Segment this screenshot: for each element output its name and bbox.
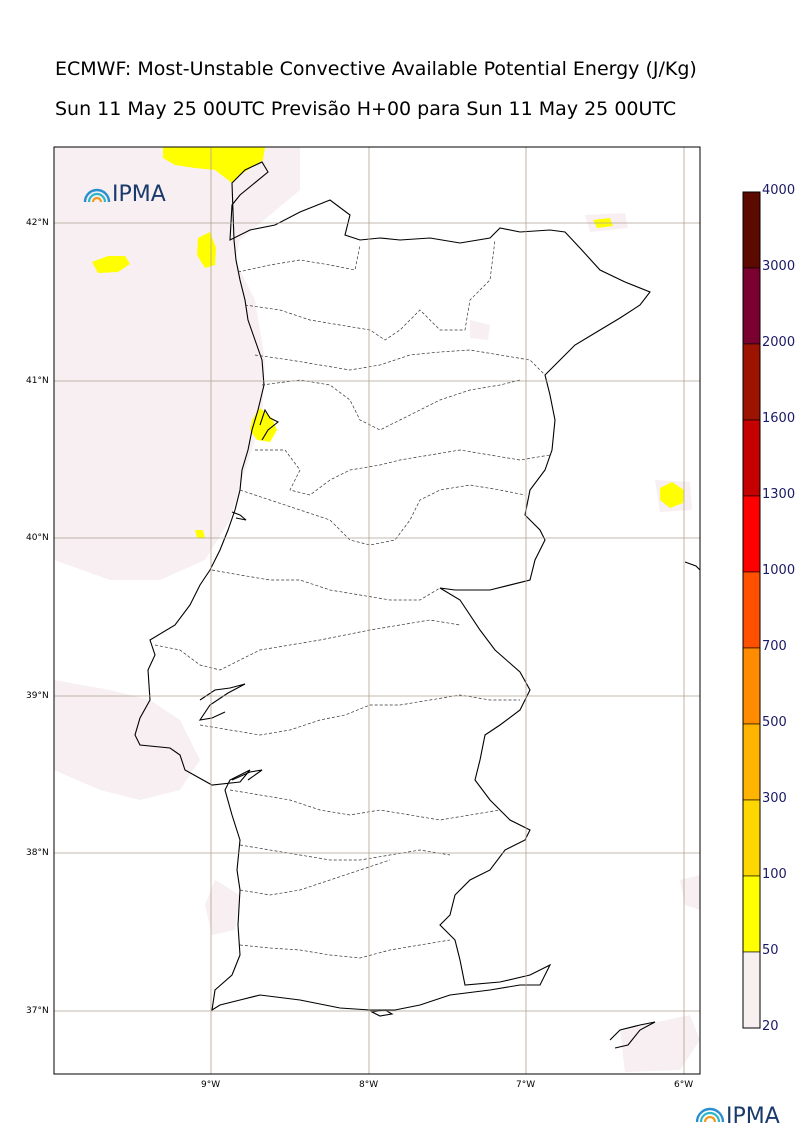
- colorbar-swatch: [742, 799, 761, 877]
- colorbar-label: 1600: [762, 411, 796, 426]
- lat-label-38: 38°N: [26, 848, 49, 858]
- lat-label-40: 40°N: [26, 533, 49, 543]
- colorbar-label: 4000: [762, 183, 796, 198]
- colorbar-swatch: [742, 267, 761, 345]
- colorbar-label: 20: [762, 1019, 779, 1034]
- map-title: ECMWF: Most-Unstable Convective Availabl…: [55, 58, 697, 80]
- lon-label-7w: 7°W: [516, 1080, 536, 1090]
- lat-label-39: 39°N: [26, 691, 49, 701]
- footer-ipma-logo-text: IPMA: [726, 1104, 780, 1129]
- colorbar-swatch: [742, 495, 761, 573]
- colorbar-label: 3000: [762, 259, 796, 274]
- lat-label-42: 42°N: [26, 218, 49, 228]
- colorbar-swatch: [742, 419, 761, 497]
- colorbar-swatch: [742, 191, 761, 269]
- colorbar-label: 1300: [762, 487, 796, 502]
- footer-ipma-logo: IPMA: [695, 1104, 780, 1129]
- colorbar-label: 50: [762, 943, 779, 958]
- lat-label-41: 41°N: [26, 376, 49, 386]
- map-subtitle: Sun 11 May 25 00UTC Previsão H+00 para S…: [55, 98, 677, 120]
- colorbar-frame: [742, 191, 761, 1029]
- lat-label-37: 37°N: [26, 1006, 49, 1016]
- colorbar-label: 1000: [762, 563, 796, 578]
- lon-label-6w: 6°W: [674, 1080, 694, 1090]
- colorbar-label: 500: [762, 715, 787, 730]
- graticule: [54, 147, 700, 1074]
- colorbar-label: 300: [762, 791, 787, 806]
- colorbar-swatch: [742, 875, 761, 953]
- ipma-logo-text: IPMA: [112, 182, 166, 207]
- colorbar-swatch: [742, 571, 761, 649]
- lon-label-9w: 9°W: [201, 1080, 221, 1090]
- lon-label-8w: 8°W: [359, 1080, 379, 1090]
- coastline: [134, 161, 651, 1012]
- colorbar-label: 100: [762, 867, 787, 882]
- ipma-logo: IPMA: [83, 182, 166, 207]
- colorbar: [742, 191, 761, 1029]
- map-frame: [53, 146, 701, 1075]
- colorbar-swatch: [742, 951, 761, 1029]
- colorbar-label: 700: [762, 639, 787, 654]
- colorbar-swatch: [742, 647, 761, 725]
- cape-low-areas: [54, 147, 700, 1072]
- colorbar-swatch: [742, 343, 761, 421]
- colorbar-label: 2000: [762, 335, 796, 350]
- colorbar-swatch: [742, 723, 761, 801]
